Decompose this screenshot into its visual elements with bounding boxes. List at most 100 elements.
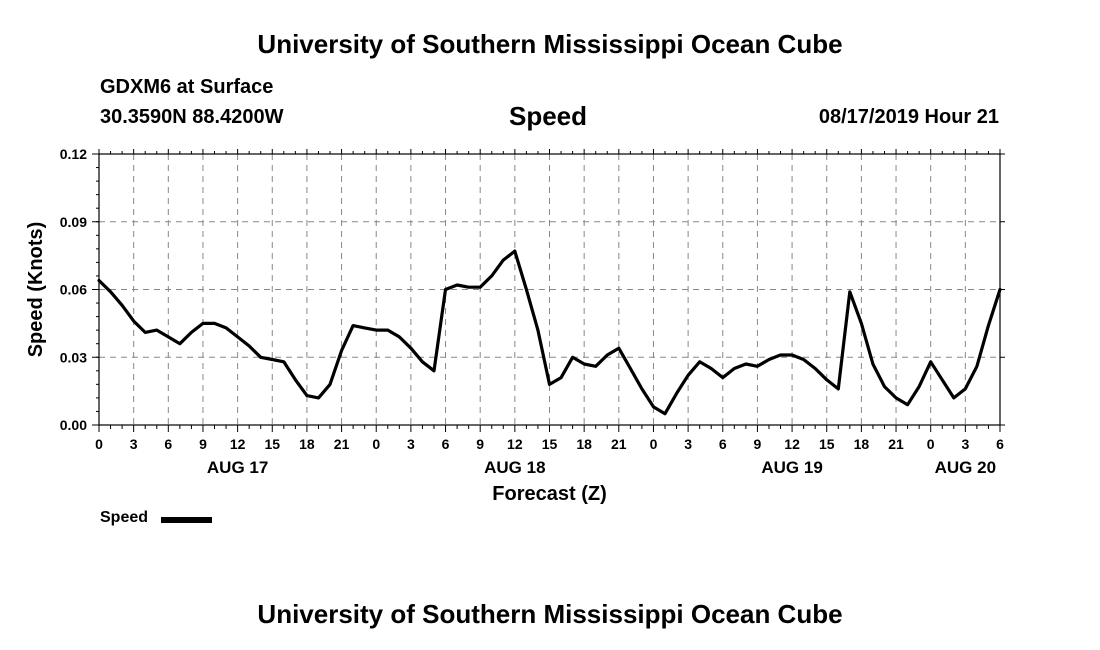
speed-data-point [826, 379, 828, 381]
speed-data-point [779, 354, 782, 356]
speed-data-point [329, 383, 331, 385]
speed-data-point [664, 413, 666, 415]
speed-data-point [918, 386, 920, 388]
x-tick-label: 21 [888, 436, 904, 452]
speed-data-point [987, 325, 990, 327]
speed-data-point [595, 365, 597, 367]
speed-data-point [883, 386, 886, 388]
speed-data-point [976, 365, 978, 367]
speed-data-point [814, 367, 816, 370]
speed-data-point [364, 327, 366, 329]
chart-variable-title: Speed [509, 101, 588, 131]
speed-data-point [387, 329, 389, 331]
x-tick-label: 9 [754, 436, 762, 452]
speed-data-point [930, 361, 932, 363]
speed-data-point [317, 397, 320, 399]
speed-data-point [618, 347, 620, 349]
speed-data-point [98, 279, 100, 282]
footer-title: University of Southern Mississippi Ocean… [257, 599, 843, 629]
speed-data-point [167, 336, 169, 338]
speed-data-point [514, 250, 516, 252]
x-tick-label: 6 [719, 436, 727, 452]
speed-data-point [156, 329, 158, 331]
speed-data-point [375, 329, 377, 331]
x-tick-label: 18 [576, 436, 592, 452]
speed-data-point [271, 358, 273, 361]
speed-data-point [872, 363, 874, 365]
x-tick-label: 18 [854, 436, 870, 452]
speed-data-point [941, 379, 943, 381]
speed-data-point [110, 291, 112, 293]
y-tick-label: 0.00 [60, 417, 87, 433]
x-tick-label: 12 [230, 436, 246, 452]
axis-ticks [92, 149, 1005, 432]
speed-data-point [444, 288, 447, 291]
speed-data-point [133, 320, 135, 322]
x-tick-label: 18 [299, 436, 315, 452]
chart-main-title: University of Southern Mississippi Ocean… [257, 29, 843, 59]
speed-data-point [756, 365, 759, 367]
speed-data-point [248, 345, 250, 347]
speed-data-point [352, 325, 354, 327]
datetime-label: 08/17/2019 Hour 21 [818, 106, 999, 128]
day-label: AUG 18 [484, 458, 545, 477]
speed-data-point [629, 367, 632, 370]
speed-data-point [202, 322, 204, 324]
speed-data-point [641, 388, 643, 390]
x-tick-label: 3 [407, 436, 415, 452]
speed-data-point [190, 331, 192, 333]
x-tick-label: 12 [784, 436, 800, 452]
x-tick-label: 3 [130, 436, 138, 452]
speed-data-point [710, 367, 712, 370]
y-tick-label: 0.06 [60, 282, 87, 298]
speed-data-point [491, 275, 493, 277]
speed-data-point [548, 383, 551, 385]
speed-data-point [895, 397, 897, 399]
speed-data-point [260, 356, 262, 358]
x-axis-title: Forecast (Z) [492, 483, 606, 505]
day-label: AUG 17 [207, 458, 268, 477]
speed-data-point [722, 377, 724, 379]
speed-data-point [537, 329, 539, 331]
speed-data-point [468, 286, 470, 288]
speed-data-point [676, 392, 678, 394]
y-axis-title: Speed (Knots) [25, 222, 47, 358]
speed-data-point [237, 336, 239, 338]
speed-data-point [306, 395, 308, 397]
speed-data-point [410, 347, 412, 349]
speed-data-point [768, 358, 770, 361]
legend-label: Speed [100, 509, 149, 526]
speed-data-point [699, 361, 701, 363]
station-label: GDXM6 at Surface [100, 76, 274, 98]
speed-data-point [433, 370, 435, 372]
legend-swatch [161, 517, 212, 523]
speed-data-point [687, 374, 689, 376]
x-tick-label: 21 [611, 436, 627, 452]
day-label: AUG 19 [761, 458, 822, 477]
speed-data-point [837, 388, 839, 390]
speed-data-point [283, 361, 285, 363]
x-tick-label: 21 [334, 436, 350, 452]
speed-data-point [398, 336, 400, 338]
coordinates-label: 30.3590N 88.4200W [100, 106, 284, 128]
speed-data-point [999, 288, 1001, 291]
speed-data-point [144, 331, 146, 333]
speed-data-point [421, 361, 423, 363]
x-tick-label: 15 [819, 436, 835, 452]
speed-data-point [733, 367, 735, 370]
series-layer [97, 249, 1002, 416]
x-tick-label: 15 [542, 436, 558, 452]
speed-data-point [121, 304, 123, 306]
speed-data-point [213, 322, 216, 324]
speed-data-point [479, 286, 481, 288]
speed-data-point [502, 259, 504, 261]
x-tick-label: 15 [264, 436, 280, 452]
speed-data-point [583, 363, 585, 365]
speed-data-point [560, 377, 562, 379]
grid-lines [99, 154, 1000, 425]
speed-data-point [572, 356, 574, 358]
speed-data-point [907, 404, 909, 406]
speed-data-point [849, 291, 851, 293]
speed-data-point [294, 379, 296, 381]
